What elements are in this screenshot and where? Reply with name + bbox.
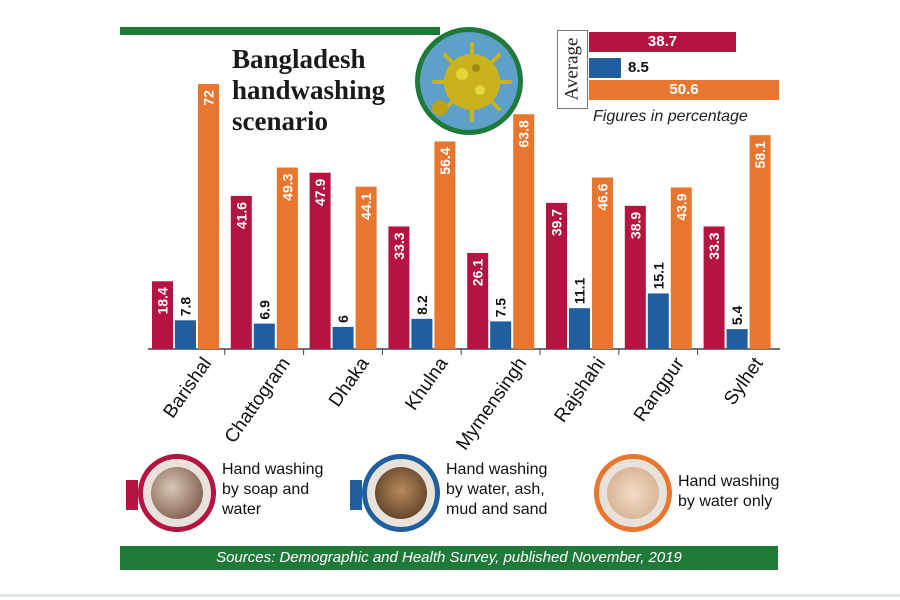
value-label-ash-barishal: 7.8 [178,297,194,317]
category-label-rangpur: Rangpur [630,353,689,425]
bar-water-rangpur [670,187,692,349]
bar-water-dhaka [355,186,377,349]
legend-soap-line-3: water [222,501,262,518]
bar-water-khulna [434,141,456,349]
legend-ash-line-3: mud and sand [446,501,548,518]
value-label-soap-rangpur: 38.9 [627,212,643,239]
header-green-bar [120,27,440,35]
bar-ash-rajshahi [569,308,590,349]
value-label-water-rajshahi: 46.6 [595,183,611,210]
bar-soap-rajshahi [546,202,567,349]
bar-soap-chattogram [230,195,252,349]
legend-water: Hand washing by water only [578,454,788,534]
value-label-ash-dhaka: 6 [335,315,351,323]
average-water-bar: 50.6 [589,80,779,100]
legend-soap-line-1: Hand washing [222,461,324,478]
legend-ash-line-2: by water, ash, [446,481,545,498]
legend-soap-line-2: by soap and [222,481,310,498]
bar-water-chattogram [276,167,298,349]
title-line-2: handwashing [232,75,386,105]
value-label-water-mymensingh: 63.8 [516,120,532,147]
average-ash-bar [589,58,621,78]
bar-water-rajshahi [592,177,613,349]
bar-soap-sylhet [703,226,725,349]
legend-water-line-2: by water only [678,493,773,510]
value-label-ash-sylhet: 5.4 [729,305,745,325]
legend-soap-text: Hand washing by soap and water [222,460,342,520]
value-label-water-sylhet: 58.1 [752,141,768,168]
value-label-ash-rajshahi: 11.1 [572,277,588,304]
bar-water-barishal [198,84,219,349]
virus-icon [415,27,523,135]
category-label-mymensingh: Mymensingh [452,354,531,454]
bar-water-sylhet [749,135,771,349]
average-label-box: Average [557,30,588,109]
value-label-water-dhaka: 44.1 [358,193,374,220]
value-label-water-chattogram: 49.3 [279,173,295,200]
value-label-soap-barishal: 18.4 [155,287,171,314]
value-label-soap-mymensingh: 26.1 [470,259,486,286]
bar-water-mymensingh [513,114,535,349]
legend-ash-line-1: Hand washing [446,461,548,478]
value-label-ash-mymensingh: 7.5 [493,298,509,318]
water-handwash-icon [594,454,672,532]
category-label-chattogram: Chattogram [221,354,295,447]
value-label-water-barishal: 72 [201,90,217,106]
bar-soap-khulna [388,226,410,349]
category-label-barishal: Barishal [160,354,217,422]
bar-ash-barishal [175,320,196,349]
value-label-soap-sylhet: 33.3 [706,232,722,259]
chart-title: Bangladesh handwashing scenario [232,44,442,137]
value-label-water-khulna: 56.4 [437,147,453,174]
value-label-ash-rangpur: 15.1 [650,262,666,289]
bar-soap-dhaka [309,172,331,349]
legend-water-text: Hand washing by water only [678,472,788,512]
average-ash-value: 8.5 [628,59,649,76]
figures-note: Figures in percentage [593,108,748,125]
category-label-dhaka: Dhaka [325,353,374,410]
title-line-1: Bangladesh [232,44,366,74]
bar-ash-sylhet [726,329,748,349]
bar-ash-chattogram [253,323,275,349]
value-label-soap-chattogram: 41.6 [233,202,249,229]
average-soap-bar: 38.7 [589,32,736,52]
legend-ash-tab [350,480,362,510]
value-label-ash-khulna: 8.2 [414,295,430,315]
category-label-sylhet: Sylhet [720,353,768,409]
value-label-soap-dhaka: 47.9 [312,179,328,206]
bar-soap-barishal [152,281,173,349]
ash-handwash-icon [362,454,440,532]
bar-soap-rangpur [624,205,646,349]
bar-ash-mymensingh [490,321,512,349]
bar-ash-khulna [411,318,433,349]
bottom-divider [0,594,900,597]
legend-water-line-1: Hand washing [678,473,780,490]
bar-ash-rangpur [647,293,669,349]
soap-handwash-icon [138,454,216,532]
legend-soap-tab [126,480,138,510]
title-line-3: scenario [232,106,328,136]
value-label-soap-rajshahi: 39.7 [549,209,565,236]
value-label-water-rangpur: 43.9 [673,193,689,220]
value-label-ash-chattogram: 6.9 [256,300,272,320]
category-label-rajshahi: Rajshahi [550,354,610,427]
legend-ash: Hand washing by water, ash, mud and sand [346,454,566,534]
legend-soap: Hand washing by soap and water [122,454,342,534]
bar-soap-mymensingh [467,252,489,349]
source-note: Sources: Demographic and Health Survey, … [120,546,778,570]
bar-ash-dhaka [332,326,354,349]
legend-ash-text: Hand washing by water, ash, mud and sand [446,460,566,520]
value-label-soap-khulna: 33.3 [391,232,407,259]
category-label-khulna: Khulna [401,353,452,414]
